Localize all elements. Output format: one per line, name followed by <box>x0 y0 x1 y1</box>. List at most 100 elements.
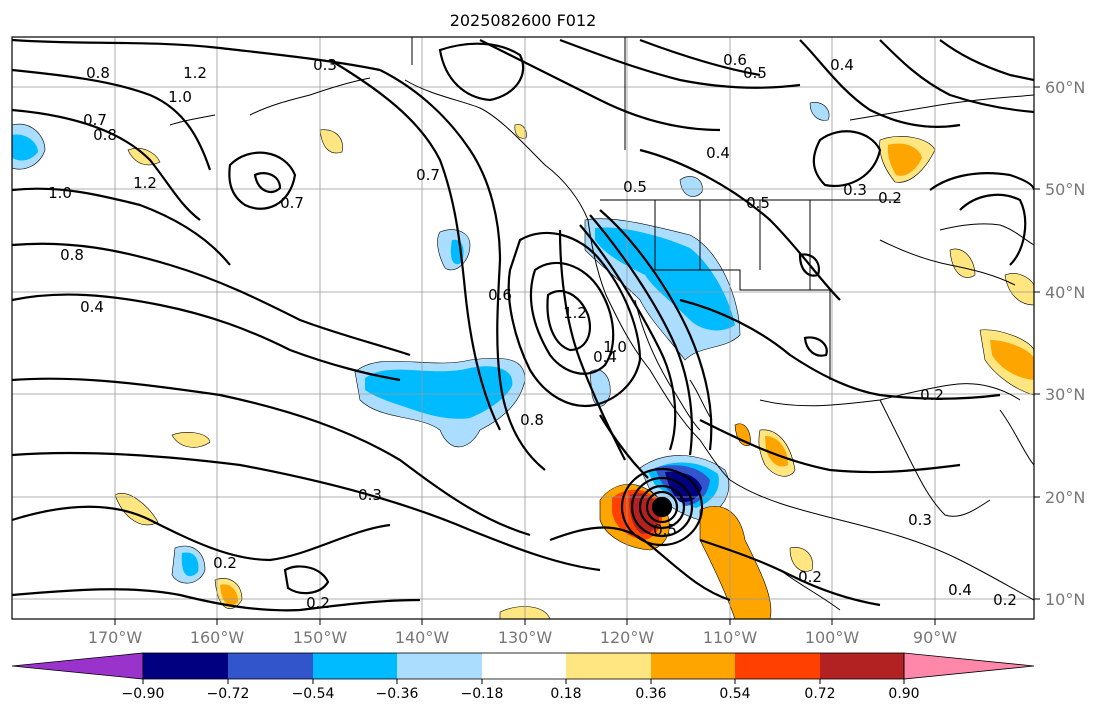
lon-label: 90°W <box>913 628 957 647</box>
colorbar: −0.90 −0.72 −0.54 −0.36 −0.18 0.18 0.36 … <box>11 652 1035 702</box>
contour-label: 0.4 <box>830 56 854 74</box>
colorbar-segment <box>313 653 397 679</box>
lon-label: 150°W <box>293 628 348 647</box>
positive-anomaly-patch <box>789 547 813 572</box>
negative-anomaly-patch <box>809 102 830 121</box>
contour-label: 0.2 <box>306 594 330 612</box>
contour-label: 0.2 <box>993 591 1017 609</box>
positive-anomaly-patch <box>514 124 527 139</box>
lat-label: 60°N <box>1045 78 1085 97</box>
contour-label: 0.8 <box>60 246 84 264</box>
map-title: 2025082600 F012 <box>450 11 597 30</box>
contour-label: 0.3 <box>313 56 337 74</box>
contour-label: 0.4 <box>80 298 104 316</box>
colorbar-tick-label: 0.72 <box>804 686 835 702</box>
lon-label: 110°W <box>703 628 758 647</box>
height-contours <box>12 38 1034 612</box>
map-area: 1.2 0.3 0.6 0.5 0.4 0.8 1.0 0.7 0.8 1.2 … <box>12 37 1034 619</box>
negative-anomaly-patch <box>679 176 703 197</box>
colorbar-segment <box>228 653 313 679</box>
contour-label: 0.7 <box>280 194 304 212</box>
contour-label: 0.6 <box>488 286 512 304</box>
colorbar-tick-label: −0.54 <box>292 686 335 702</box>
contour-label: 0.8 <box>520 411 544 429</box>
colorbar-tick-label: −0.90 <box>122 686 165 702</box>
colorbar-frame <box>142 652 905 680</box>
negative-anomaly-core <box>365 366 513 419</box>
contour-label: 1.2 <box>563 304 587 322</box>
lat-label: 30°N <box>1045 385 1085 404</box>
map-frame <box>11 36 1035 620</box>
contour-label: 0.6 <box>723 51 747 69</box>
contour-label: 1.2 <box>133 174 157 192</box>
positive-anomaly-patch <box>949 248 976 278</box>
contour-label: 0.4 <box>706 144 730 162</box>
lon-label: 130°W <box>498 628 553 647</box>
positive-anomaly-core <box>887 143 922 176</box>
contour-label: 0.3 <box>358 486 382 504</box>
hurricane-marker <box>652 497 672 517</box>
colorbar-tick-label: 0.90 <box>888 686 919 702</box>
colorbar-segment <box>143 653 228 679</box>
lon-label: 160°W <box>190 628 245 647</box>
anomaly-shading <box>12 102 1034 619</box>
contour-label: 0.5 <box>746 194 770 212</box>
coastlines <box>169 37 1034 611</box>
negative-anomaly-core <box>12 134 38 161</box>
lat-label: 50°N <box>1045 180 1085 199</box>
colorbar-tick-label: 0.18 <box>550 686 581 702</box>
contour-label: 0.5 <box>653 521 677 539</box>
colorbar-tick-label: −0.18 <box>461 686 504 702</box>
positive-anomaly-core <box>990 340 1034 380</box>
colorbar-segment <box>735 653 820 679</box>
colorbar-tick-label: 0.54 <box>719 686 750 702</box>
colorbar-segment <box>820 653 904 679</box>
positive-anomaly-patch <box>1004 273 1034 306</box>
contour-label: 0.5 <box>743 64 767 82</box>
lon-label: 140°W <box>395 628 450 647</box>
contour-label: 1.0 <box>48 184 72 202</box>
contour-label: 0.5 <box>623 178 647 196</box>
colorbar-segment <box>566 653 651 679</box>
positive-anomaly-core <box>765 436 788 467</box>
contour-label: 0.3 <box>908 511 932 529</box>
lon-label: 170°W <box>88 628 143 647</box>
contour-label: 1.2 <box>183 64 207 82</box>
positive-anomaly-core <box>220 584 238 606</box>
contour-label: 0.7 <box>416 166 440 184</box>
colorbar-segment <box>651 653 735 679</box>
contour-label: 0.4 <box>593 348 617 366</box>
contour-label: 0.4 <box>948 581 972 599</box>
contour-label: 0.2 <box>878 189 902 207</box>
contour-label: 0.7 <box>83 111 107 129</box>
colorbar-segment <box>397 653 482 679</box>
positive-anomaly-patch <box>127 148 161 166</box>
contour-label: 0.2 <box>920 386 944 404</box>
colorbar-tick-label: 0.36 <box>635 686 666 702</box>
positive-anomaly-patch <box>171 432 211 448</box>
latitude-axis: 60°N 50°N 40°N 30°N 20°N 10°N <box>1034 78 1085 609</box>
contour-label: 0.2 <box>798 568 822 586</box>
contour-label: 0.3 <box>843 181 867 199</box>
positive-anomaly-patch <box>114 493 159 526</box>
colorbar-tick-label: −0.72 <box>207 686 250 702</box>
contour-label: 0.2 <box>213 554 237 572</box>
negative-anomaly-core <box>181 552 199 577</box>
colorbar-tick-label: −0.36 <box>376 686 419 702</box>
lat-label: 10°N <box>1045 590 1085 609</box>
lon-label: 120°W <box>600 628 655 647</box>
positive-anomaly-patch <box>699 505 772 619</box>
longitude-axis: 170°W 160°W 150°W 140°W 130°W 120°W 110°… <box>88 619 957 647</box>
contour-labels: 1.2 0.3 0.6 0.5 0.4 0.8 1.0 0.7 0.8 1.2 … <box>48 51 1017 612</box>
contour-label: 1.0 <box>603 338 627 356</box>
contour-label: 0.8 <box>86 64 110 82</box>
colorbar-segment <box>482 653 566 679</box>
lat-label: 20°N <box>1045 488 1085 507</box>
colorbar-right-extension <box>903 652 1035 680</box>
contour-label: 1.0 <box>168 88 192 106</box>
colorbar-left-extension <box>11 652 144 680</box>
contour-label: 0.8 <box>93 126 117 144</box>
positive-anomaly-patch <box>319 129 343 154</box>
lon-label: 100°W <box>805 628 860 647</box>
